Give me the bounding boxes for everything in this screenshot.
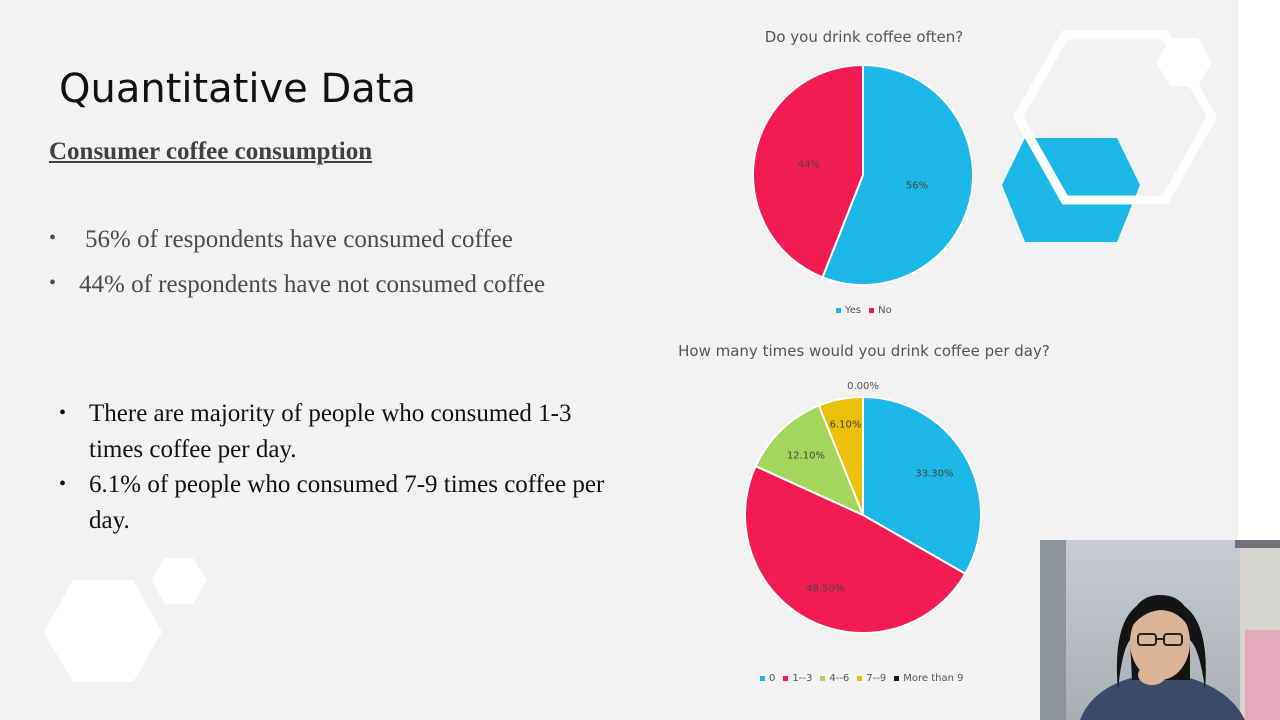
bullet-item: 44% of respondents have not consumed cof… <box>49 271 545 316</box>
legend-item-yes: Yes <box>836 305 861 316</box>
data-label-yes: 56% <box>906 180 928 191</box>
pie-chart-drink-often: 56% 44% <box>752 63 974 286</box>
legend-swatch <box>820 676 826 681</box>
outline-hexagon-shape <box>1012 30 1218 205</box>
data-label-7-9: 6.10% <box>830 420 862 431</box>
legend-item-4-6: 4--6 <box>820 673 849 684</box>
legend-label: 0 <box>769 673 776 684</box>
chart-title-drink-often: Do you drink coffee often? <box>764 28 964 46</box>
bullet-item: 56% of respondents have consumed coffee <box>49 226 545 271</box>
slide-subtitle: Consumer coffee consumption <box>49 138 373 165</box>
data-label-no: 44% <box>798 160 820 171</box>
bullet-item: There are majority of people who consume… <box>59 396 619 467</box>
legend-item-7-9: 7--9 <box>857 673 886 684</box>
large-white-hexagon-shape <box>44 580 162 682</box>
legend-label: More than 9 <box>903 673 964 684</box>
bullet-item: 6.1% of people who consumed 7-9 times co… <box>59 467 619 538</box>
legend-item-no: No <box>869 305 892 316</box>
pie-chart-times-per-day: 33.30% 48.50% 12.10% 6.10% 0.00% <box>744 381 982 634</box>
legend-swatch <box>869 308 875 313</box>
pie-slice-yes <box>821 63 974 286</box>
small-white-hexagon-shape <box>151 558 207 604</box>
legend-label: 1--3 <box>792 673 813 684</box>
legend-item-0: 0 <box>760 673 775 684</box>
legend-swatch <box>760 676 765 681</box>
legend-swatch <box>783 676 789 681</box>
legend-swatch <box>894 676 900 681</box>
legend-swatch <box>857 676 863 681</box>
legend-drink-often: Yes No <box>836 305 892 316</box>
legend-item-1-3: 1--3 <box>783 673 812 684</box>
small-white-hexagon-shape <box>1156 38 1212 86</box>
data-label-0: 33.30% <box>915 469 953 480</box>
data-label-4-6: 12.10% <box>787 450 825 461</box>
bullet-list-consumption: 56% of respondents have consumed coffee … <box>49 226 545 316</box>
pie-slice-no <box>752 63 864 279</box>
blue-hexagon-shape <box>1002 138 1140 242</box>
data-label-1-3: 48.50% <box>806 583 844 594</box>
legend-label: Yes <box>845 305 862 316</box>
legend-times-per-day: 0 1--3 4--6 7--9 More than 9 <box>760 673 963 684</box>
legend-item-more-than-9: More than 9 <box>894 673 963 684</box>
pie-slice-7-9 <box>817 395 864 516</box>
data-label-more-than-9: 0.00% <box>847 381 879 392</box>
pie-slice-0 <box>862 395 982 576</box>
pie-slice-1-3 <box>744 464 967 634</box>
slide-title: Quantitative Data <box>59 66 416 112</box>
legend-label: 7--9 <box>866 673 887 684</box>
chart-title-times-per-day: How many times would you drink coffee pe… <box>678 342 1050 360</box>
pie-slice-4-6 <box>754 404 865 517</box>
slide-canvas: Quantitative Data Consumer coffee consum… <box>0 0 1238 720</box>
webcam-feed <box>1040 540 1280 720</box>
legend-swatch <box>836 308 841 313</box>
bullet-list-frequency: There are majority of people who consume… <box>59 396 619 538</box>
legend-label: 4--6 <box>829 673 850 684</box>
hexagon-decoration-top-right <box>1002 30 1218 242</box>
hexagon-decoration-bottom-left <box>44 558 207 682</box>
legend-label: No <box>878 305 892 316</box>
presenter-webcam-icon <box>1040 540 1280 720</box>
